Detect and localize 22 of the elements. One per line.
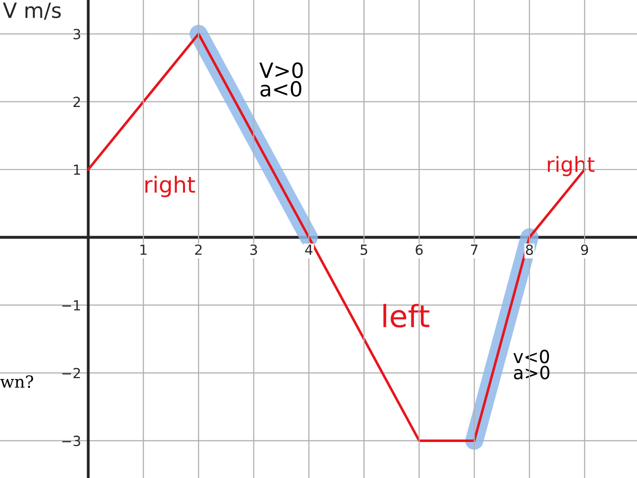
x-tick-label: 8 <box>526 244 533 255</box>
y-axis-title: V m/s <box>2 2 61 20</box>
y-tick-label: −1 <box>62 300 80 310</box>
x-tick-label: 4 <box>305 244 312 255</box>
y-tick-label: 3 <box>74 28 80 40</box>
x-tick-label: 1 <box>140 244 147 255</box>
annotation: left <box>383 304 430 328</box>
x-tick-label: 5 <box>360 244 368 255</box>
y-tick-label: 2 <box>73 96 80 107</box>
y-tick-label: −3 <box>62 436 80 446</box>
annotation: v<0 a>0 <box>513 350 550 380</box>
y-tick-label: −2 <box>62 368 80 378</box>
y-tick-label: 1 <box>74 164 80 175</box>
x-tick-label: 7 <box>471 244 478 255</box>
annotation: wn? <box>0 375 34 388</box>
x-tick-label: 6 <box>416 244 423 255</box>
annotation: V>0 a<0 <box>259 62 303 97</box>
x-tick-label: 9 <box>581 244 588 255</box>
x-tick-label: 2 <box>195 244 202 255</box>
annotation: right <box>145 176 196 198</box>
annotation: right <box>548 156 594 176</box>
x-tick-label: 3 <box>250 244 257 255</box>
